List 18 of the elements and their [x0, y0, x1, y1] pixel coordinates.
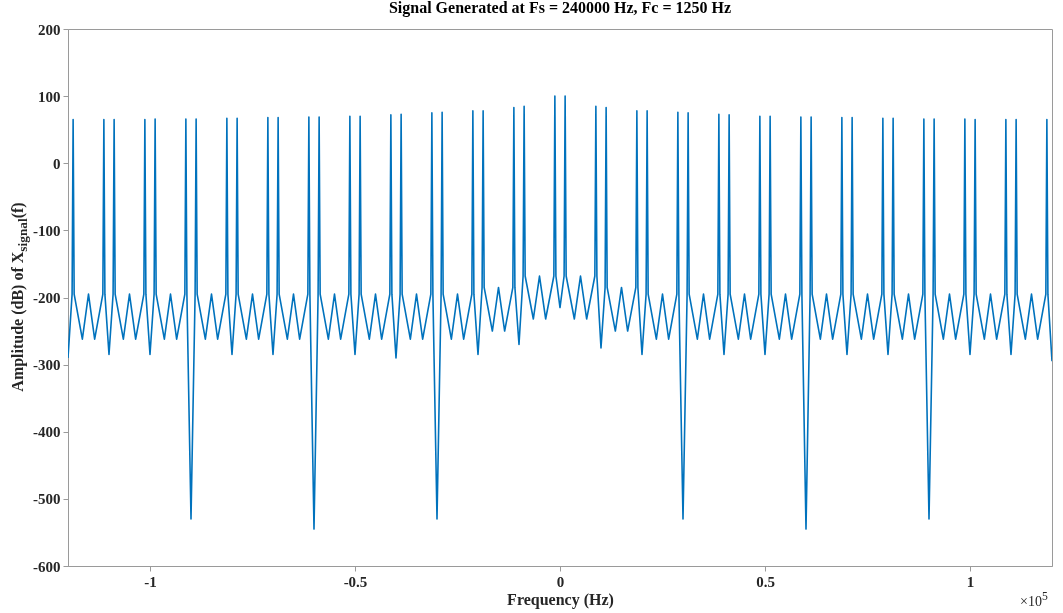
y-tick-label: -100: [33, 222, 61, 239]
x-axis-title: Frequency (Hz): [507, 590, 614, 609]
y-tick-label: 200: [38, 21, 61, 38]
y-tick-label: -300: [33, 357, 61, 374]
y-tick-label: -200: [33, 290, 61, 306]
x-tick-label: 1: [966, 573, 975, 590]
text: ×10$^{5}$: [1020, 590, 1048, 610]
y-tick-label: -400: [33, 424, 61, 441]
y-tick-label: -500: [33, 491, 61, 508]
y-tick-label: 0: [53, 155, 61, 172]
y-tick-label: 100: [38, 88, 61, 105]
x-tick-label: -0.5: [343, 573, 368, 590]
chart-title: Signal Generated at Fs = 240000 Hz, Fc = 1250 Hz: [388, 0, 732, 17]
y-tick-label: -600: [33, 558, 61, 575]
line-series: [68, 95, 1052, 530]
x-tick-label: -1: [144, 573, 157, 590]
x-tick-label: 0.5: [756, 573, 775, 590]
x-tick-label: 0: [556, 573, 565, 590]
